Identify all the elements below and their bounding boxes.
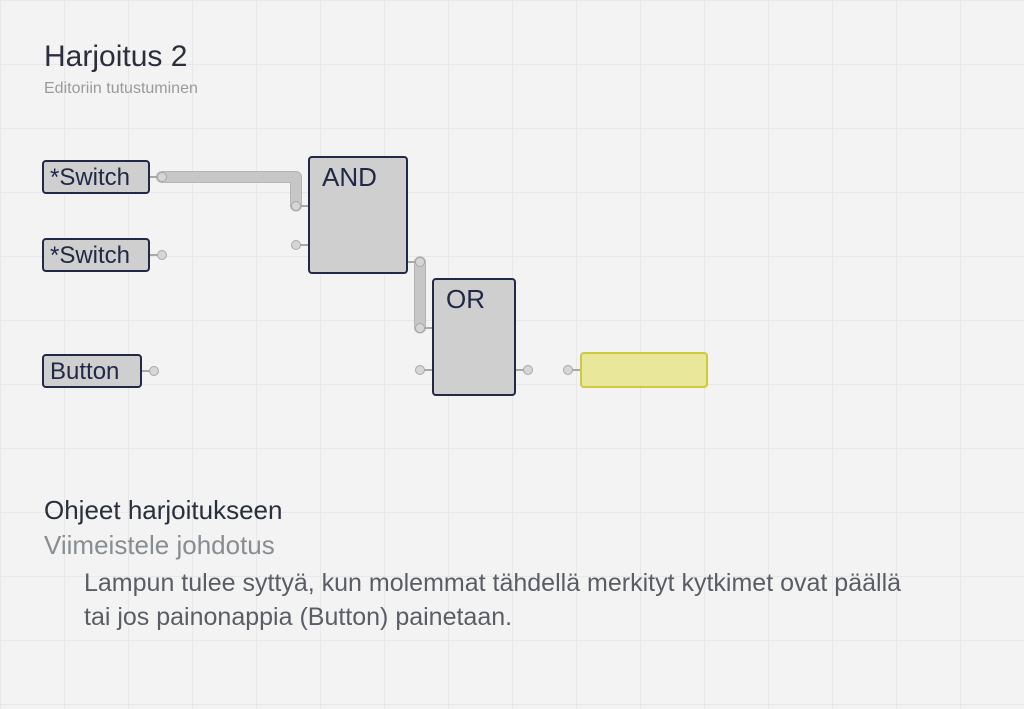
node-label: *Switch bbox=[44, 162, 148, 192]
node-label bbox=[582, 354, 706, 358]
node-switch2[interactable]: *Switch bbox=[42, 238, 150, 272]
node-or[interactable]: OR bbox=[432, 278, 516, 396]
instructions-subheading: Viimeistele johdotus bbox=[44, 530, 904, 561]
switch1-output-port-0[interactable] bbox=[157, 172, 167, 182]
or-input-port-1[interactable] bbox=[415, 365, 425, 375]
or-input-port-0[interactable] bbox=[415, 323, 425, 333]
title-block: Harjoitus 2 Editoriin tutustuminen bbox=[44, 40, 198, 98]
page-subtitle: Editoriin tutustuminen bbox=[44, 80, 198, 98]
lamp-input-port-0[interactable] bbox=[563, 365, 573, 375]
instructions-heading: Ohjeet harjoitukseen bbox=[44, 495, 904, 526]
button-output-port-0[interactable] bbox=[149, 366, 159, 376]
or-output-port-0[interactable] bbox=[523, 365, 533, 375]
instructions-body: Lampun tulee syttyä, kun molemmat tähdel… bbox=[44, 567, 904, 635]
node-button[interactable]: Button bbox=[42, 354, 142, 388]
and-input-port-1[interactable] bbox=[291, 240, 301, 250]
instructions-block: Ohjeet harjoitukseen Viimeistele johdotu… bbox=[44, 495, 904, 635]
node-label: AND bbox=[310, 158, 406, 193]
and-input-port-0[interactable] bbox=[291, 201, 301, 211]
node-label: *Switch bbox=[44, 240, 148, 270]
switch2-output-port-0[interactable] bbox=[157, 250, 167, 260]
node-switch1[interactable]: *Switch bbox=[42, 160, 150, 194]
page-title: Harjoitus 2 bbox=[44, 40, 198, 74]
node-lamp[interactable] bbox=[580, 352, 708, 388]
node-and[interactable]: AND bbox=[308, 156, 408, 274]
node-label: OR bbox=[434, 280, 514, 315]
node-label: Button bbox=[44, 356, 140, 386]
